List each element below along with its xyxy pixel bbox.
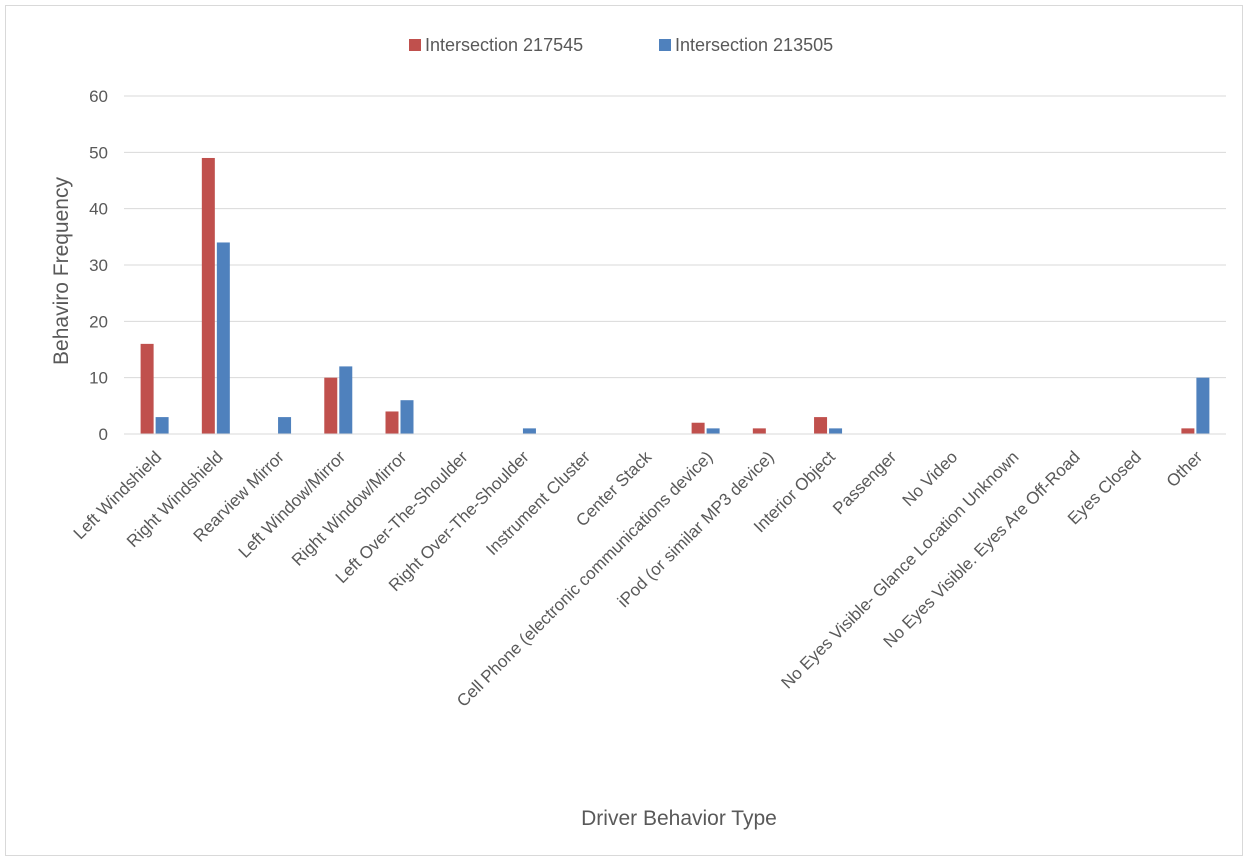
x-category-label: Left Window/Mirror: [235, 447, 350, 562]
bar-series-1-17: [1181, 428, 1195, 434]
bar-series-1-9: [691, 422, 705, 434]
legend-swatch-series-2: [659, 39, 671, 51]
legend-label-series-1: Intersection 217545: [425, 35, 583, 55]
bar-series-1-0: [140, 343, 154, 434]
gridlines: [124, 95, 1226, 379]
bar-series-2-6: [522, 428, 536, 434]
bar-series-1-11: [814, 417, 828, 434]
bar-series-2-2: [278, 417, 292, 434]
bar-series-1-10: [752, 428, 766, 434]
y-tick-label: 40: [89, 200, 108, 219]
y-axis-title: Behaviro Frequency: [50, 177, 73, 365]
bar-series-1-3: [324, 377, 338, 434]
x-category-label: Right Window/Mirror: [288, 447, 411, 570]
x-category-label: Instrument Cluster: [482, 447, 594, 559]
bar-series-2-4: [400, 400, 414, 434]
bar-chart: Intersection 217545 Intersection 213505 …: [50, 35, 1226, 830]
y-axis-ticks: 0 10 20 30 40 50 60: [89, 87, 108, 444]
y-tick-label: 10: [89, 369, 108, 388]
bar-series-2-9: [706, 428, 720, 434]
bar-series-1-1: [201, 157, 215, 434]
y-tick-label: 20: [89, 312, 108, 331]
legend-label-series-2: Intersection 213505: [675, 35, 833, 55]
bars: [140, 157, 1210, 434]
y-tick-label: 0: [99, 425, 108, 444]
bar-series-2-11: [829, 428, 843, 434]
bar-series-2-3: [339, 366, 353, 434]
x-category-label: Passenger: [829, 447, 900, 518]
bar-series-2-1: [216, 242, 230, 434]
legend-swatch-series-1: [409, 39, 421, 51]
chart-frame: Intersection 217545 Intersection 213505 …: [5, 5, 1243, 856]
legend: Intersection 217545 Intersection 213505: [409, 35, 833, 55]
y-tick-label: 60: [89, 87, 108, 106]
x-category-label: Other: [1163, 447, 1207, 491]
y-tick-label: 50: [89, 143, 108, 162]
x-category-label: No Video: [899, 447, 962, 510]
x-axis-title: Driver Behavior Type: [581, 807, 777, 830]
bar-series-2-17: [1196, 377, 1210, 434]
bar-series-2-0: [155, 417, 169, 434]
y-tick-label: 30: [89, 256, 108, 275]
bar-series-1-4: [385, 411, 399, 434]
